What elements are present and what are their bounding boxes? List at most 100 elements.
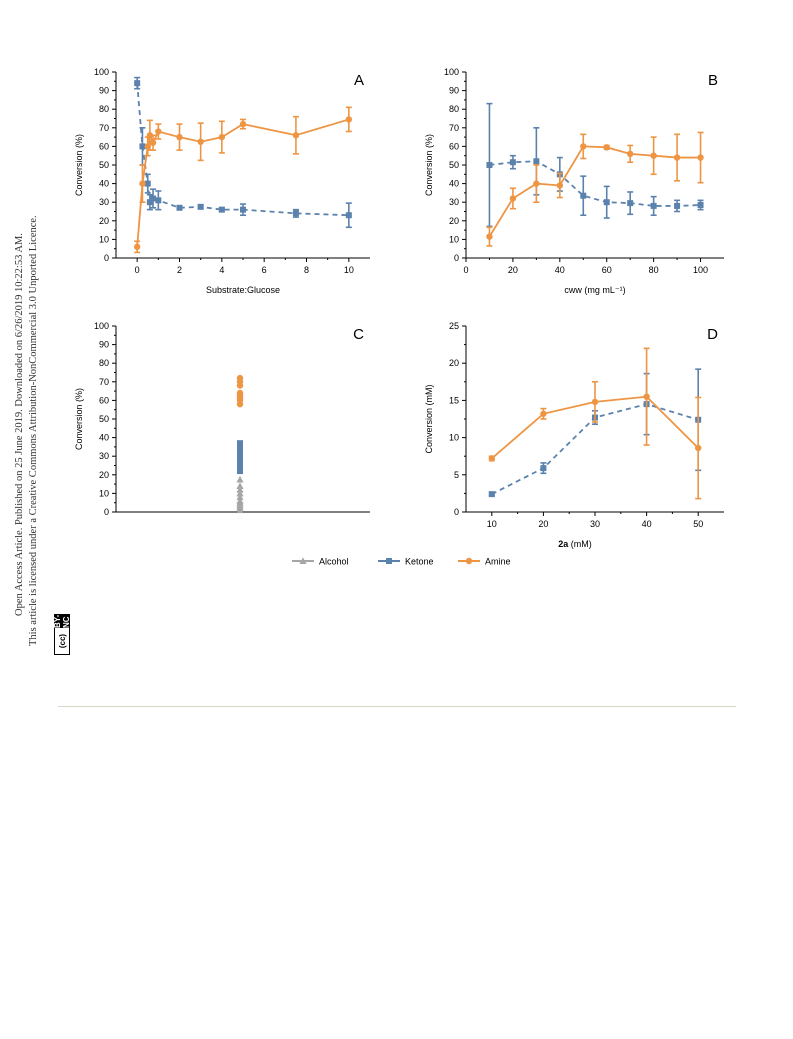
data-point (292, 132, 300, 139)
y-tick-label: 90 (99, 86, 109, 96)
legend-marker (386, 558, 392, 564)
data-point (155, 197, 162, 204)
data-point (218, 133, 226, 141)
y-tick-label: 90 (99, 340, 109, 350)
series-amine (133, 106, 353, 254)
data-point (146, 132, 154, 139)
data-point (674, 202, 681, 209)
data-point (626, 150, 634, 158)
y-tick-label: 50 (449, 160, 459, 170)
legend-item-alcohol: Alcohol (292, 557, 349, 567)
x-tick-label: 4 (219, 265, 224, 275)
legend-marker (299, 557, 307, 564)
y-axis-label: Conversion (%) (74, 388, 84, 450)
panel-letter: C (353, 326, 364, 343)
legend-label: Ketone (405, 557, 434, 567)
data-point (580, 143, 587, 150)
data-point (695, 444, 702, 452)
y-tick-label: 20 (449, 358, 459, 368)
chart-legend: Alcohol Ketone Amine (292, 557, 511, 567)
y-axis-label: Conversion (%) (424, 134, 434, 196)
data-point (580, 192, 587, 199)
data-point (236, 482, 244, 489)
series-ketone (237, 440, 243, 475)
x-tick-label: 6 (262, 265, 267, 275)
data-point (650, 202, 657, 209)
data-point (176, 204, 183, 211)
chart-panel-a: 0 10 20 30 40 50 60 70 80 90 100 0 2 4 6 8 10 A Conversion… (74, 67, 370, 295)
data-point (509, 195, 517, 202)
y-tick-label: 70 (99, 377, 109, 387)
series-line (488, 145, 701, 238)
data-point (236, 489, 244, 497)
data-point (591, 398, 599, 406)
y-tick-label: 60 (449, 141, 459, 151)
legend-label: Alcohol (319, 557, 349, 567)
series-amine (486, 131, 704, 247)
y-tick-label: 100 (94, 67, 109, 77)
data-point (239, 120, 247, 128)
data-point (345, 212, 352, 219)
data-point (197, 138, 204, 145)
data-point (176, 133, 183, 141)
data-point (643, 393, 650, 400)
data-point (486, 162, 493, 168)
y-tick-label: 0 (104, 253, 109, 263)
x-axis-label: cww (mg mL⁻¹) (564, 285, 625, 295)
data-point (533, 180, 540, 187)
y-tick-label: 70 (449, 123, 459, 133)
data-point (486, 233, 493, 240)
series-line (489, 160, 701, 207)
data-point (603, 199, 610, 206)
data-point (627, 200, 634, 207)
data-point (237, 462, 243, 469)
series-line (136, 83, 349, 217)
legend-item-amine: Amine (458, 557, 511, 567)
legend-marker (465, 557, 473, 565)
data-point (488, 491, 495, 498)
x-tick-label: 40 (642, 519, 652, 529)
chart-panel-b: 0 10 20 30 40 50 60 70 80 90 100 0 20 40 60 80 100 B Conve… (424, 67, 724, 295)
series-amine (236, 374, 244, 408)
data-point (150, 195, 157, 202)
data-point (236, 497, 244, 504)
data-point (236, 493, 244, 501)
data-point (697, 201, 704, 208)
y-tick-label: 60 (99, 141, 109, 151)
data-point (345, 116, 353, 123)
y-tick-label: 50 (99, 414, 109, 424)
y-tick-label: 100 (94, 321, 109, 331)
y-tick-label: 40 (449, 179, 459, 189)
y-tick-label: 10 (99, 488, 109, 498)
y-tick-label: 80 (99, 104, 109, 114)
x-tick-label: 20 (538, 519, 548, 529)
chart-panel-c: 0 10 20 30 40 50 60 70 80 90 100 C Conversion (%) (74, 321, 370, 517)
data-point (237, 440, 243, 447)
data-point (240, 206, 246, 213)
data-point (603, 144, 610, 151)
data-point (236, 389, 244, 397)
x-tick-label: 30 (590, 519, 600, 529)
data-point (197, 203, 204, 210)
series-ketone (134, 76, 352, 229)
series-ketone (486, 102, 704, 228)
series-line (136, 118, 350, 247)
x-tick-label: 0 (463, 265, 468, 275)
y-tick-label: 90 (449, 86, 459, 96)
data-point (509, 159, 516, 166)
legend-item-ketone: Ketone (378, 557, 434, 567)
series-alcohol (236, 475, 244, 514)
y-tick-label: 5 (454, 470, 459, 480)
data-point (236, 374, 244, 382)
x-axis-label: 2a (mM) (558, 539, 592, 549)
x-tick-label: 10 (487, 519, 497, 529)
y-axis-label: Conversion (%) (74, 134, 84, 196)
legend-label: Amine (485, 557, 511, 567)
y-tick-label: 40 (99, 433, 109, 443)
y-tick-label: 0 (454, 253, 459, 263)
panel-letter: B (708, 72, 718, 89)
data-point (673, 154, 681, 161)
data-point (237, 468, 243, 475)
x-tick-label: 100 (693, 265, 708, 275)
